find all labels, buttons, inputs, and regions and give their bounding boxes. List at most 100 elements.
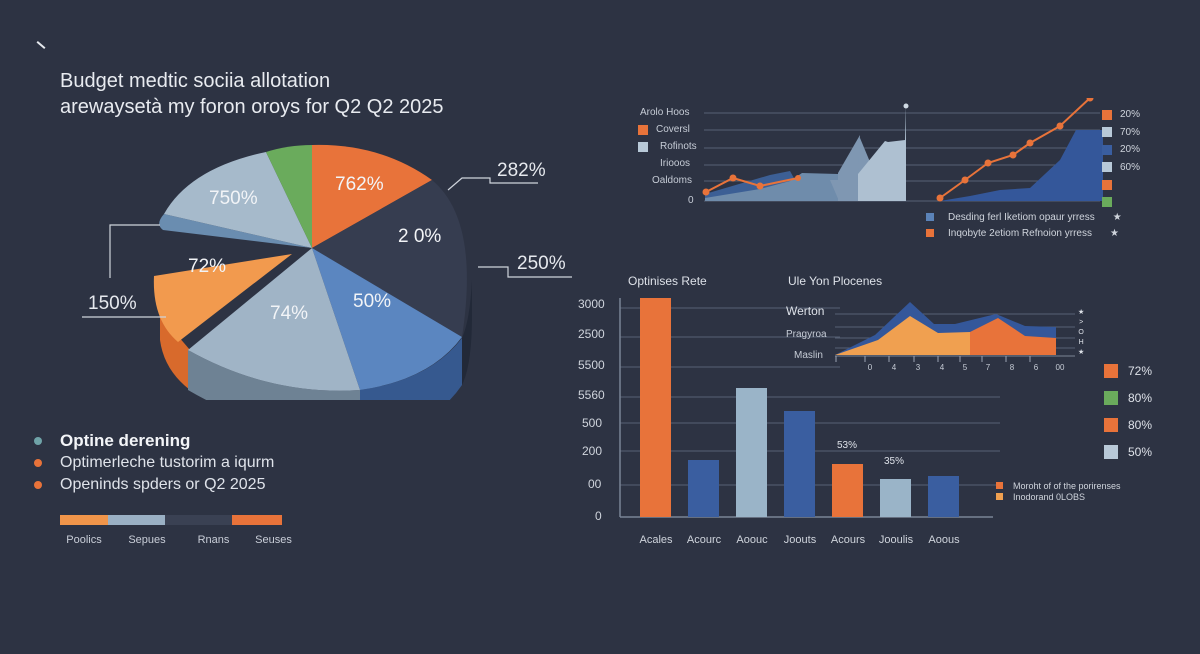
x-label: Acours: [830, 534, 866, 546]
legend-swatch-icon: [996, 482, 1003, 489]
legend-swatch-icon: [1102, 162, 1112, 173]
pie-chart: 762% 2 0% 50% 74% 72% 750% 282% 250% 150…: [60, 140, 580, 437]
y-axis-label: Maslin: [794, 350, 823, 361]
legend-item: Optimerleche tustorim a iqurm: [34, 452, 274, 474]
legend-label: Rofinots: [660, 141, 697, 152]
bar-chart-legend: Moroht of of the porirenses Inodorand 0L…: [996, 480, 1121, 502]
legend-dot-icon: [34, 481, 42, 489]
legend-item: Optine derening: [34, 430, 274, 452]
y-tick: 0: [595, 509, 602, 523]
top-chart-bottom-legend: Desding ferl Iketiom opaur yrress ★ Inqo…: [926, 209, 1122, 241]
legend-swatch-icon: [1102, 127, 1112, 138]
legend-item: 20%: [1102, 141, 1140, 159]
y-axis-label: Pragyroa: [786, 329, 827, 340]
legend-label: Inqobyte 2etiom Refnoion yrress: [948, 227, 1092, 239]
legend-item: 50%: [1104, 438, 1152, 465]
x-label: Joouts: [783, 534, 817, 546]
legend-label: Moroht of of the porirenses: [1013, 480, 1121, 491]
y-tick: 200: [582, 444, 603, 458]
legend-swatch-icon: [1104, 390, 1118, 405]
legend-item: 80%: [1104, 384, 1152, 411]
pie-chart-svg: [82, 144, 572, 437]
legend-item: Moroht of of the porirenses: [996, 480, 1121, 491]
legend-label: 72%: [1128, 363, 1153, 378]
legend-swatch-icon: [1102, 197, 1112, 208]
x-axis-ticks: 0 4 3 4 5 7 8 6 00: [858, 363, 1072, 372]
y-tick: 500: [582, 416, 603, 430]
pie-callout: 282%: [497, 160, 546, 181]
x-tick: 0: [867, 363, 873, 372]
legend-item: 20%: [1102, 106, 1140, 124]
x-tick: 4: [891, 363, 897, 372]
legend-swatch-icon: [926, 229, 934, 237]
strip-segment: [232, 515, 282, 525]
legend-item: 80%: [1104, 411, 1152, 438]
x-label: Acourc: [686, 534, 722, 546]
x-tick: 4: [939, 363, 945, 372]
y-axis-label: Werton: [786, 304, 825, 318]
legend-dot-icon: [34, 459, 42, 467]
top-area-chart: Arolo Hoos Coversl Rofinots Iriooos Oald…: [620, 98, 1180, 243]
pie-callout: 250%: [517, 253, 566, 274]
mark-icon: >: [1079, 319, 1084, 326]
x-tick: 3: [915, 363, 921, 372]
y-tick: 3000: [578, 297, 605, 311]
x-tick: 5: [962, 363, 968, 372]
pie-callout: 150%: [88, 293, 137, 314]
pie-slice-label: 74%: [270, 303, 309, 324]
strip-segment: [60, 515, 108, 525]
legend-swatch-icon: [1102, 179, 1112, 190]
pie-slice-label: 2 0%: [398, 226, 442, 247]
legend-label: 50%: [1128, 444, 1153, 459]
legend-swatch-icon: [638, 124, 648, 135]
y-axis-label: 0: [688, 195, 694, 206]
legend-label: Optimerleche tustorim a iqurm: [60, 454, 275, 471]
legend-swatch-icon: [1104, 417, 1118, 432]
legend-label: 80%: [1128, 417, 1153, 432]
pie-slice-label: 750%: [209, 188, 258, 209]
mark-icon: O: [1078, 329, 1084, 336]
legend-dot-icon: [34, 437, 42, 445]
legend-swatch-icon: [926, 213, 934, 221]
x-label: Jooulis: [878, 534, 914, 546]
x-tick: 8: [1009, 363, 1015, 372]
legend-label: Inodorand 0LOBS: [1013, 491, 1086, 502]
x-label: Aoouc: [736, 534, 768, 546]
star-icon: ★: [1112, 211, 1122, 223]
legend-item: [1102, 194, 1140, 212]
legend-label: 70%: [1120, 126, 1141, 138]
small-area-chart-title: Ule Yon Plocenes: [788, 274, 883, 288]
pie-slice-label: 762%: [335, 174, 384, 195]
legend-item: [1102, 176, 1140, 194]
strip-segment: [165, 515, 232, 525]
legend-label: 20%: [1120, 109, 1141, 121]
legend-label: 20%: [1120, 144, 1141, 156]
legend-item: Inqobyte 2etiom Refnoion yrress ★: [926, 225, 1122, 241]
page-title: Budget medtic sociia allotation arewayse…: [60, 68, 444, 120]
legend-item: 72%: [1104, 357, 1152, 384]
legend-label: 60%: [1120, 161, 1141, 173]
small-area-chart-svg: [835, 302, 1075, 362]
legend-label: Coversl: [656, 124, 690, 135]
strip-label: Poolics: [66, 534, 102, 546]
title-line-2: arewaysetà my foron oroys for Q2 Q2 2025: [60, 96, 444, 118]
color-strip: [60, 515, 282, 525]
legend-item: Rofinots: [638, 141, 697, 152]
legend-swatch-icon: [1102, 109, 1112, 120]
mark-icon: H: [1078, 339, 1084, 346]
legend-swatch-icon: [1104, 363, 1118, 378]
bar-chart-title: Optinises Rete: [628, 274, 707, 288]
legend-item: 70%: [1102, 124, 1140, 142]
star-icon: ★: [1078, 349, 1085, 356]
pie-slice-label: 50%: [353, 291, 392, 312]
corner-mark: [36, 41, 46, 49]
y-tick: 5560: [578, 388, 605, 402]
legend-label: 80%: [1128, 390, 1153, 405]
strip-label: Sepues: [128, 534, 166, 546]
small-area-chart: Ule Yon Plocenes Werton Pragyroa Maslin …: [760, 272, 1100, 382]
y-tick: 2500: [578, 327, 605, 341]
strip-labels: Poolics Sepues Rnans Seuses: [60, 534, 306, 546]
x-tick: 7: [985, 363, 991, 372]
x-axis-labels: Acales Acourc Aoouc Joouts Acours Joouli…: [632, 534, 968, 546]
legend-item: Openinds spders or Q2 2025: [34, 474, 274, 496]
